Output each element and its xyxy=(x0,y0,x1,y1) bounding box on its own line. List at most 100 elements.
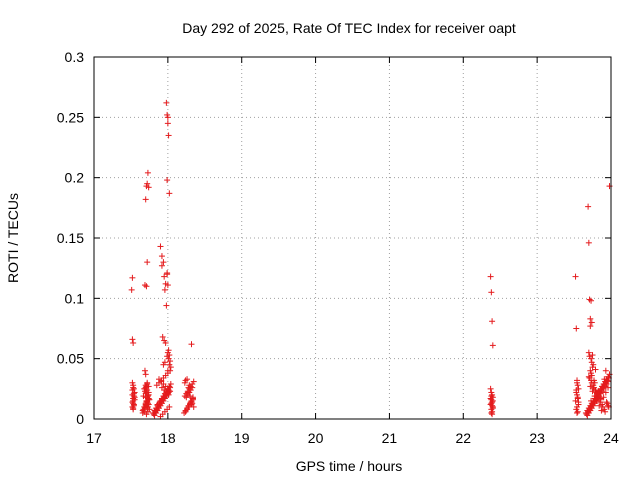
x-axis-label: GPS time / hours xyxy=(296,458,403,474)
data-point xyxy=(606,371,613,378)
data-point xyxy=(488,409,495,416)
data-point xyxy=(488,289,495,296)
data-point xyxy=(574,408,581,415)
x-tick-labels: 17 18 19 20 21 22 23 24 xyxy=(86,430,619,446)
data-point xyxy=(189,400,196,407)
data-point xyxy=(145,184,152,191)
data-point xyxy=(599,383,606,390)
data-point xyxy=(144,259,151,266)
data-point xyxy=(131,396,138,403)
y-axis-label: ROTI / TECUs xyxy=(5,193,21,283)
data-point xyxy=(606,183,613,190)
x-tick-label: 17 xyxy=(86,430,102,446)
data-point xyxy=(143,389,150,396)
data-point xyxy=(599,403,606,410)
data-point xyxy=(573,325,580,332)
data-point xyxy=(184,389,191,396)
data-point xyxy=(591,379,598,386)
data-point xyxy=(182,377,189,384)
data-point xyxy=(165,132,172,139)
data-point xyxy=(164,114,171,121)
chart-title: Day 292 of 2025, Rate Of TEC Index for r… xyxy=(182,20,516,36)
data-point xyxy=(142,196,149,203)
data-point xyxy=(605,378,612,385)
data-point xyxy=(167,381,174,388)
data-point xyxy=(586,374,593,381)
data-point xyxy=(586,296,593,303)
data-point xyxy=(595,388,602,395)
data-point xyxy=(588,319,595,326)
data-point xyxy=(129,274,136,281)
data-points xyxy=(128,99,613,420)
data-point xyxy=(585,239,592,246)
data-point xyxy=(161,286,168,293)
data-point xyxy=(487,385,494,392)
data-point xyxy=(190,403,197,410)
x-tick-label: 23 xyxy=(529,430,545,446)
data-point xyxy=(162,339,169,346)
grid-lines xyxy=(94,57,611,419)
data-point xyxy=(488,400,495,407)
data-point xyxy=(164,282,171,289)
data-point xyxy=(600,394,607,401)
data-point xyxy=(602,408,609,415)
y-tick-labels: 0 0.05 0.1 0.15 0.2 0.25 0.3 xyxy=(57,49,84,427)
data-point xyxy=(601,376,608,383)
data-point xyxy=(588,355,595,362)
data-point xyxy=(141,282,148,289)
data-point xyxy=(130,400,137,407)
data-point xyxy=(602,367,609,374)
data-point xyxy=(190,378,197,385)
data-point xyxy=(187,393,194,400)
data-point xyxy=(590,385,597,392)
data-point xyxy=(602,389,609,396)
plot-frame xyxy=(93,56,612,420)
data-point xyxy=(591,384,598,391)
data-point xyxy=(142,384,149,391)
data-point xyxy=(144,393,151,400)
y-tick-label: 0.15 xyxy=(57,230,84,246)
data-point xyxy=(157,243,164,250)
data-point xyxy=(588,397,595,404)
data-point xyxy=(141,367,148,374)
data-point xyxy=(188,341,195,348)
data-point xyxy=(130,384,137,391)
data-point xyxy=(166,190,173,197)
data-point xyxy=(589,352,596,359)
data-point xyxy=(142,402,149,409)
data-point xyxy=(574,379,581,386)
data-point xyxy=(591,393,598,400)
data-point xyxy=(587,323,594,330)
x-tick-label: 21 xyxy=(382,430,398,446)
data-point xyxy=(489,342,496,349)
data-point xyxy=(167,388,174,395)
data-point xyxy=(587,315,594,322)
data-point xyxy=(130,339,137,346)
data-point xyxy=(489,405,496,412)
data-point xyxy=(592,366,599,373)
data-point xyxy=(487,273,494,280)
data-point xyxy=(185,384,192,391)
data-point xyxy=(130,390,137,397)
data-point xyxy=(163,99,170,106)
data-point xyxy=(144,408,151,415)
x-tick-label: 22 xyxy=(455,430,471,446)
data-point xyxy=(165,391,172,398)
data-point xyxy=(164,120,171,127)
data-point xyxy=(605,402,612,409)
data-point xyxy=(189,394,196,401)
data-point xyxy=(158,262,165,269)
data-point xyxy=(143,283,150,290)
x-tick-label: 19 xyxy=(234,430,250,446)
data-point xyxy=(163,302,170,309)
data-point xyxy=(144,169,151,176)
data-point xyxy=(145,396,152,403)
data-point xyxy=(605,384,612,391)
data-point xyxy=(166,352,173,359)
data-point xyxy=(573,387,580,394)
data-point xyxy=(143,383,150,390)
data-point xyxy=(593,397,600,404)
data-point xyxy=(488,393,495,400)
data-point xyxy=(574,395,581,402)
data-point xyxy=(489,318,496,325)
